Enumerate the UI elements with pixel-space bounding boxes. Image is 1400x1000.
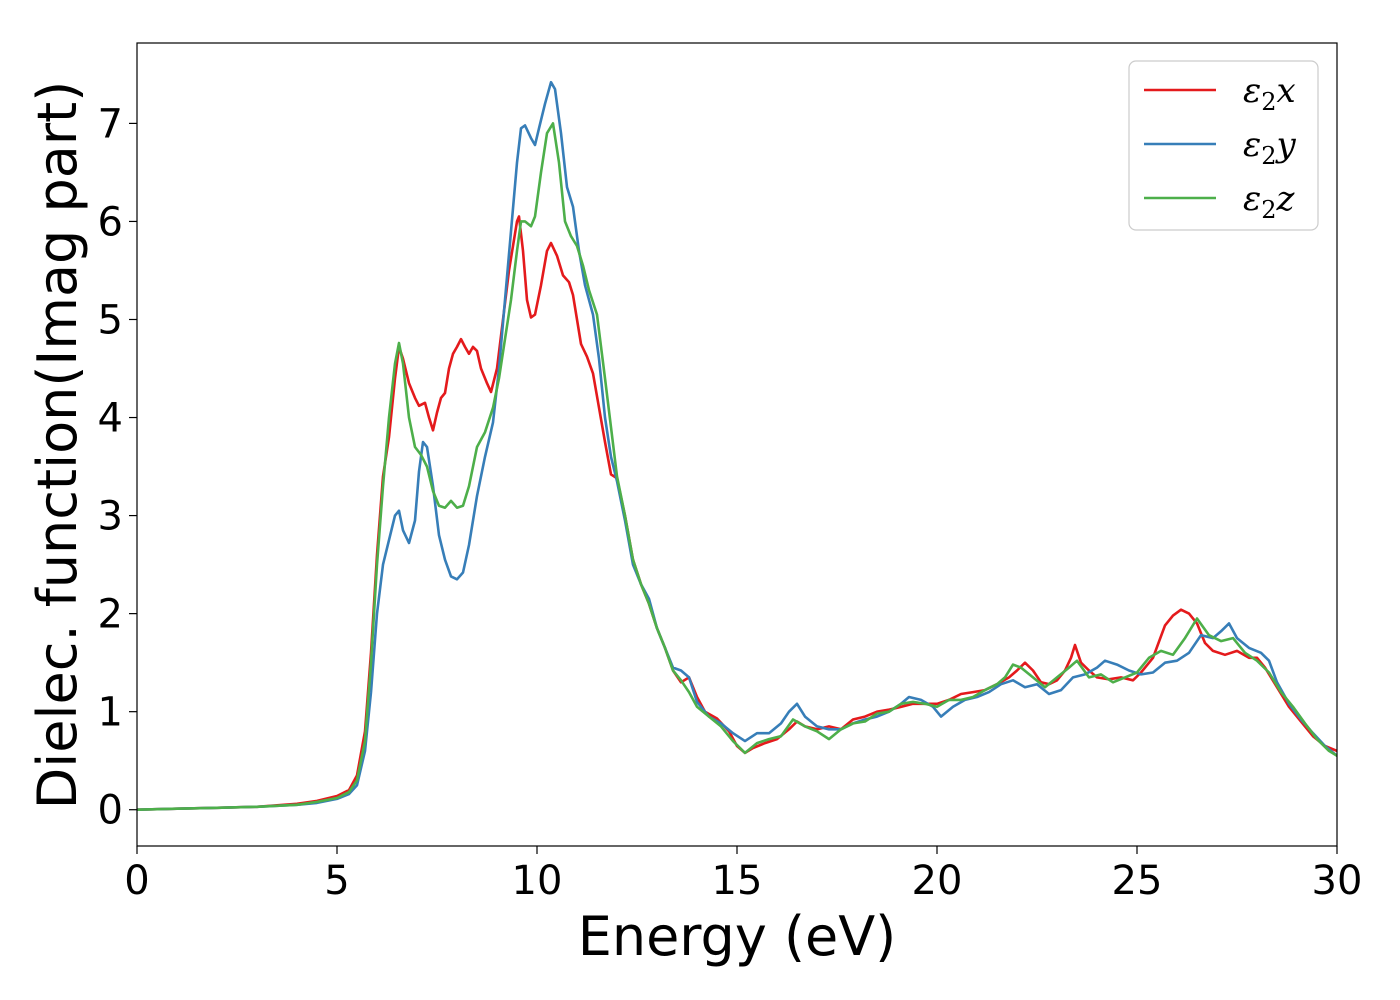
x-tick-label: 5 — [324, 858, 349, 904]
x-tick-label: 20 — [912, 858, 963, 904]
x-axis-title: Energy (eV) — [578, 905, 897, 968]
x-axis-ticks: 0 5 10 15 20 25 30 — [124, 846, 1362, 904]
y-tick-label: 6 — [98, 199, 123, 245]
y-tick-label: 5 — [98, 297, 123, 343]
y-axis-title: Dielec. function(Imag part) — [26, 81, 89, 810]
y-tick-label: 3 — [98, 494, 123, 540]
legend-label-z: ε2z — [1243, 179, 1296, 224]
x-tick-label: 30 — [1312, 858, 1363, 904]
legend-frame — [1128, 60, 1319, 231]
y-tick-label: 2 — [98, 592, 123, 638]
legend-label-x: ε2x — [1243, 71, 1296, 116]
x-tick-label: 25 — [1112, 858, 1163, 904]
x-tick-label: 15 — [712, 858, 763, 904]
legend-label-y: ε2y — [1243, 125, 1297, 170]
x-tick-label: 10 — [512, 858, 563, 904]
y-axis-ticks: 0 1 2 3 4 5 6 7 — [98, 101, 137, 834]
y-tick-label: 7 — [98, 101, 123, 147]
series-line-z — [137, 122, 1337, 811]
legend: ε2x ε2y ε2z — [1128, 60, 1319, 231]
x-tick-label: 0 — [124, 858, 149, 904]
y-tick-label: 4 — [98, 396, 123, 442]
y-tick-label: 1 — [98, 690, 123, 736]
y-tick-label: 0 — [98, 788, 123, 834]
series-layer — [137, 80, 1337, 811]
